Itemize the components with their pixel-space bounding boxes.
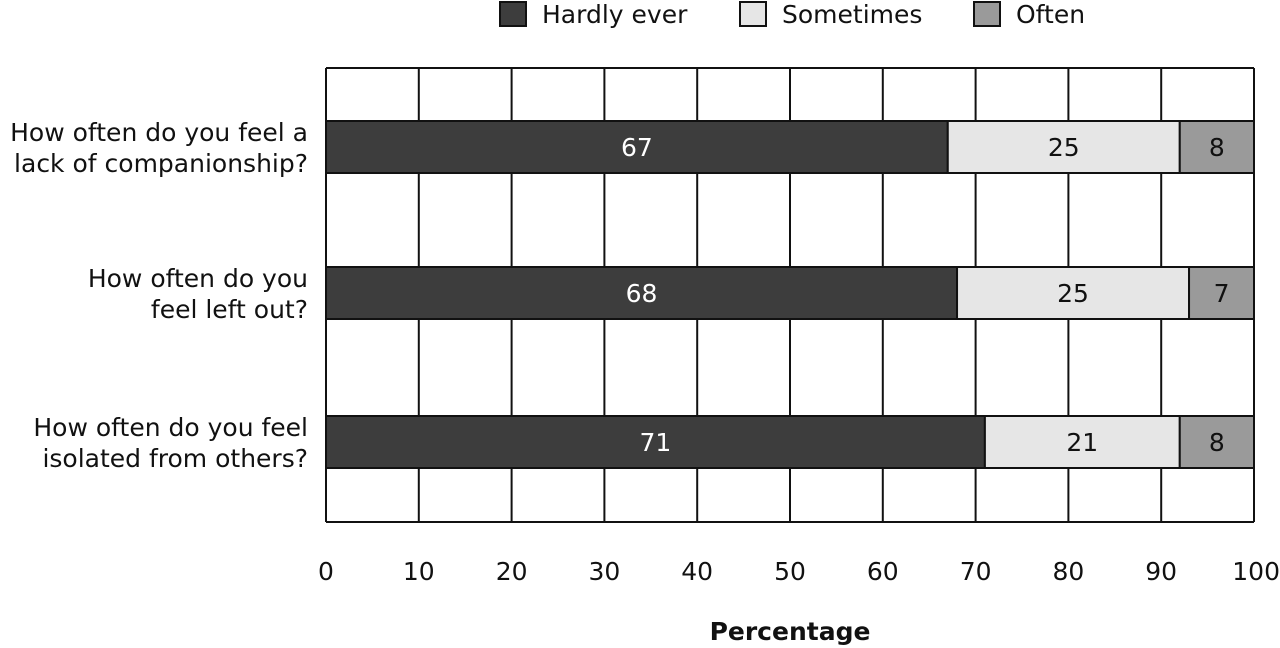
bar-segment bbox=[956, 266, 1191, 320]
y-category-label-line: feel left out? bbox=[151, 295, 308, 324]
data-label: 25 bbox=[1057, 279, 1089, 308]
bar-segment bbox=[946, 120, 1181, 174]
x-tick-label: 30 bbox=[588, 557, 620, 586]
legend: Hardly ever Sometimes Often bbox=[499, 0, 1085, 29]
legend-label: Hardly ever bbox=[542, 0, 688, 29]
x-axis-label: Percentage bbox=[710, 617, 871, 646]
x-tick-label: 20 bbox=[496, 557, 528, 586]
x-tick-label: 10 bbox=[403, 557, 435, 586]
legend-swatch bbox=[499, 1, 527, 27]
data-label: 25 bbox=[1048, 133, 1080, 162]
plot-frame bbox=[325, 67, 1255, 523]
bars: 67 25 8 68 25 7 71 21 8 bbox=[325, 120, 1256, 469]
x-tick-label: 40 bbox=[681, 557, 713, 586]
bar-segment bbox=[325, 120, 949, 174]
data-label: 8 bbox=[1209, 428, 1225, 457]
x-tick-label: 50 bbox=[774, 557, 806, 586]
data-label: 21 bbox=[1066, 428, 1098, 457]
legend-label: Often bbox=[1016, 0, 1085, 29]
data-label: 68 bbox=[626, 279, 658, 308]
x-tick-label: 100 bbox=[1232, 557, 1280, 586]
x-tick-label: 70 bbox=[960, 557, 992, 586]
x-axis: 0 10 20 30 40 50 60 70 80 90 100 bbox=[318, 557, 1280, 586]
y-category-label-line: How often do you feel a bbox=[10, 118, 308, 147]
data-label: 8 bbox=[1209, 133, 1225, 162]
bar-segment bbox=[325, 415, 986, 469]
y-category-label-line: How often do you feel bbox=[33, 413, 308, 442]
bar-segment bbox=[1188, 266, 1256, 320]
bar-segment bbox=[1178, 415, 1256, 469]
y-axis: How often do you feel a lack of companion… bbox=[10, 118, 308, 473]
y-category-label: How often do you feel a lack of companion… bbox=[10, 118, 308, 178]
legend-swatch bbox=[739, 1, 767, 27]
data-label: 71 bbox=[640, 428, 672, 457]
y-category-label-line: How often do you bbox=[88, 264, 308, 293]
legend-swatch bbox=[973, 1, 1001, 27]
y-category-label: How often do you feel left out? bbox=[88, 264, 308, 324]
y-category-label-line: isolated from others? bbox=[42, 444, 308, 473]
data-label: 7 bbox=[1214, 279, 1230, 308]
y-category-label: How often do you feel isolated from other… bbox=[33, 413, 308, 473]
x-tick-label: 60 bbox=[867, 557, 899, 586]
x-tick-label: 0 bbox=[318, 557, 334, 586]
bar-segment bbox=[325, 266, 959, 320]
x-tick-label: 80 bbox=[1052, 557, 1084, 586]
data-label: 67 bbox=[621, 133, 653, 162]
y-category-label-line: lack of companionship? bbox=[14, 149, 308, 178]
legend-label: Sometimes bbox=[782, 0, 922, 29]
x-tick-label: 90 bbox=[1145, 557, 1177, 586]
